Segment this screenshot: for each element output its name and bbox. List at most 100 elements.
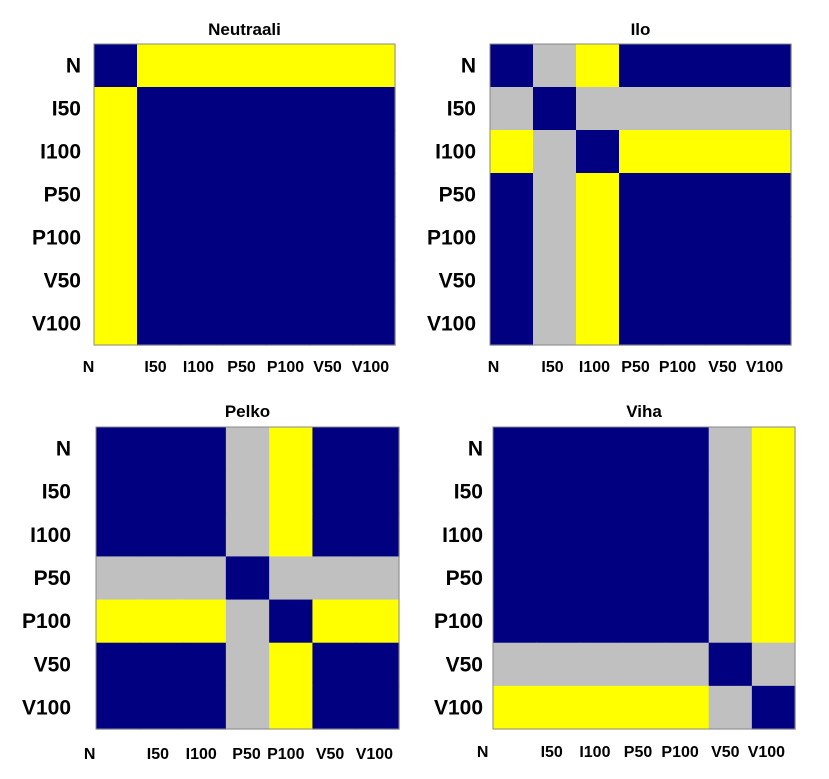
heatmap-cell [355,685,400,730]
heatmap-cell [619,259,663,303]
heatmap-cell [225,470,270,514]
heatmap-cell [309,87,353,131]
heatmap-cell [355,427,400,471]
heatmap-cell [533,44,577,88]
heatmap-cell [662,216,706,260]
heatmap-cell [137,173,181,217]
plot-frame [93,43,396,346]
heatmap-cell [355,470,400,514]
heatmap-cell [662,87,706,131]
heatmap-cell [180,173,224,217]
heatmap-cell [665,685,710,730]
heatmap-cell [309,173,353,217]
heatmap-cell [576,216,620,260]
heatmap-cell [266,302,310,346]
heatmap-cell [352,259,396,303]
heatmap-cell [312,427,357,471]
heatmap-cell [266,87,310,131]
x-tick-label: P100 [267,746,304,763]
heatmap-cell [266,44,310,88]
heatmap-cell [662,259,706,303]
heatmap-cell [180,259,224,303]
heatmap-cell [223,130,267,174]
heatmap-cell [748,173,792,217]
heatmap-cell [223,302,267,346]
heatmap-cell [137,302,181,346]
plot-frame [489,43,792,346]
heatmap-cell [180,130,224,174]
y-tick-label: P100 [32,227,81,250]
heatmap-cell [493,599,537,644]
x-tick-label: P50 [227,359,256,376]
heatmap-cell [182,599,227,644]
heatmap-cell [665,513,710,558]
heatmap-panel-1: Neutraali N I50 I100 P50 P100 V50 V100 N I50 I100 P… [32,20,396,376]
heatmap-cell [622,599,667,644]
heatmap-cell [665,427,710,471]
heatmap-cell [309,130,353,174]
heatmap-cell [352,130,396,174]
heatmap-cell [180,302,224,346]
heatmap-cell [225,427,270,471]
heatmap-panel-4: Viha N I50 I100 P50 P100 V50 V100 N I50 I100 P50 P10… [434,402,796,761]
heatmap-cell [266,130,310,174]
heatmap-cell [94,216,138,260]
heatmap-cell [182,470,227,514]
heatmap-cell [139,642,184,687]
heatmap-cell [751,642,796,687]
heatmap-cell [748,130,792,174]
heatmap-cell [139,599,184,644]
heatmap-cell [96,599,140,644]
heatmap-cell [622,513,667,558]
x-tick-label: V50 [708,359,737,376]
x-tick-label: V100 [356,746,393,763]
heatmap-cell [622,685,667,730]
y-tick-label: N [56,438,71,461]
heatmap-cell [493,556,537,601]
heatmap-cell [94,302,138,346]
heatmap-cell [225,685,270,730]
heatmap-cell [751,513,796,558]
heatmap-cell [533,87,577,131]
heatmap-cell [536,513,580,558]
heatmap-cell [137,130,181,174]
x-tick-label: I50 [541,744,563,761]
y-tick-label: I50 [42,481,71,504]
y-tick-label: V50 [44,270,81,293]
heatmap-cell [579,470,624,514]
y-tick-label: I100 [40,141,81,164]
heatmap-cell [665,642,710,687]
x-tick-label: I100 [579,359,610,376]
x-tick-label: I50 [144,359,166,376]
y-tick-label: I50 [447,98,476,121]
heatmap-cell [94,173,138,217]
y-tick-label: N [468,438,483,461]
x-tick-label: I100 [579,744,610,761]
heatmap-cell [665,556,710,601]
heatmap-panel-3: Pelko N I50 I100 P50 P100 V50 V100 N I50 I100 P50 P1… [22,402,400,763]
heatmap-cell [751,556,796,601]
heatmap-cell [96,556,140,601]
heatmap-cell [490,173,534,217]
heatmap-cell [536,556,580,601]
heatmap-cell [622,470,667,514]
heatmap-cell [708,427,753,471]
heatmap-cell [223,173,267,217]
heatmap-cell [619,130,663,174]
heatmap-cell [490,259,534,303]
heatmap-cell [705,44,749,88]
heatmap-cell [94,44,138,88]
x-tick-label: I50 [541,359,563,376]
y-tick-label: I50 [52,98,81,121]
heatmap-cell [579,642,624,687]
heatmap-cell [355,556,400,601]
heatmap-cell [266,259,310,303]
heatmap-cell [96,685,140,730]
x-tick-label: P50 [232,746,261,763]
x-tick-label: I100 [186,746,217,763]
heatmap-cell [579,427,624,471]
heatmap-cell [96,427,140,471]
heatmap-cell [705,130,749,174]
heatmap-cell [662,44,706,88]
heatmap-cell [352,44,396,88]
